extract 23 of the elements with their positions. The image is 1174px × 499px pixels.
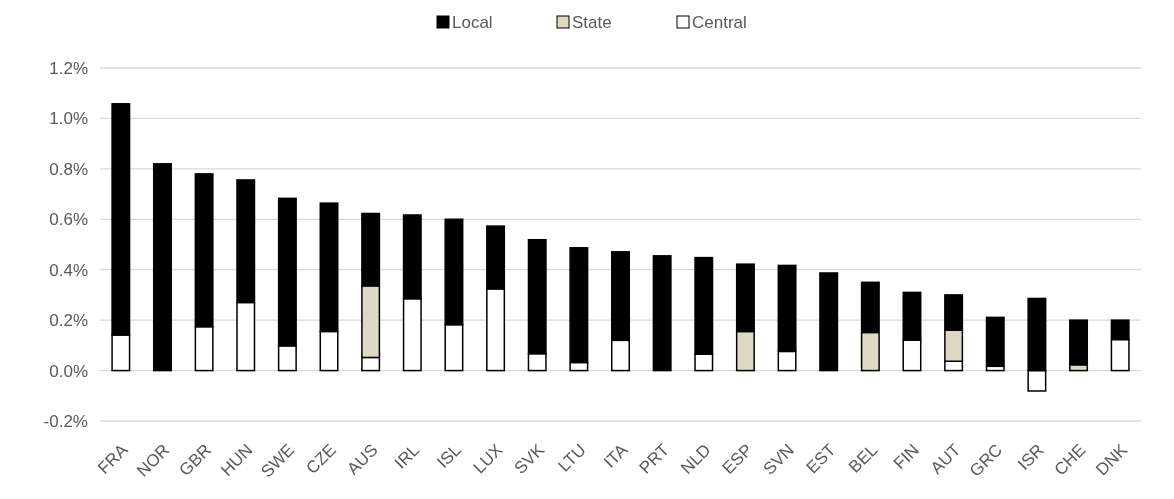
- x-tick-label: ITA: [600, 439, 632, 472]
- bar: [819, 272, 839, 372]
- y-tick-label: 0.2%: [49, 311, 88, 331]
- y-tick-label: 1.2%: [49, 58, 88, 78]
- x-tick-label: ISL: [433, 440, 465, 472]
- bar: [152, 163, 172, 372]
- y-tick-label: 0.0%: [49, 361, 88, 381]
- x-tick-label: FIN: [890, 440, 923, 474]
- y-tick-label: 0.8%: [49, 159, 88, 179]
- legend-label: Local: [452, 12, 493, 32]
- x-tick-label: LTU: [554, 440, 590, 476]
- x-tick-label: BEL: [845, 440, 882, 477]
- y-tick-label: 0.6%: [49, 210, 88, 230]
- y-tick-label: 1.0%: [49, 109, 88, 129]
- x-tick-label: IRL: [390, 440, 424, 473]
- x-tick-label: FRA: [94, 439, 133, 478]
- y-tick-label: 0.4%: [49, 260, 88, 280]
- bar: [985, 316, 1005, 368]
- legend-label: Central: [692, 12, 747, 32]
- bar: [652, 255, 672, 372]
- x-tick-label: ISR: [1014, 440, 1048, 474]
- legend-label: State: [572, 12, 612, 32]
- y-tick-label: -0.2%: [43, 411, 88, 431]
